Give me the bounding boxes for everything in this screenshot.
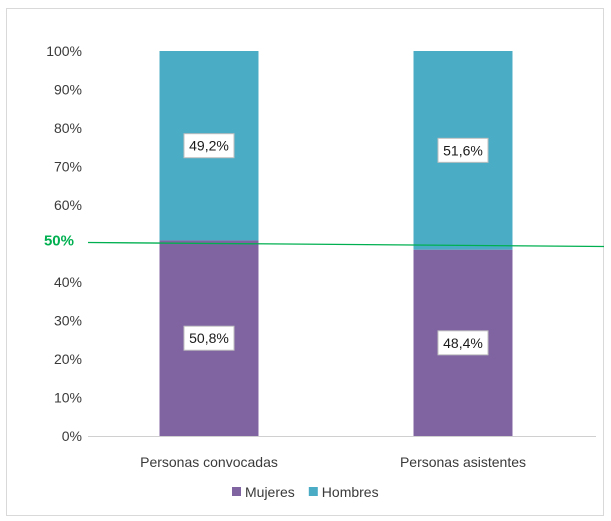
y-tick-label: 10% [54, 390, 82, 406]
data-label-box [437, 137, 489, 163]
data-label: 49,2% [189, 138, 229, 154]
y-tick-label: 70% [54, 159, 82, 175]
y-tick-label: 0% [62, 428, 82, 444]
data-label: 50,8% [189, 330, 229, 346]
legend-swatch-mujeres [232, 487, 241, 496]
bars [159, 51, 513, 436]
legend-label-mujeres: Mujeres [245, 484, 295, 500]
reference-line-label: 50% [44, 233, 74, 250]
data-label-box [183, 133, 235, 159]
data-label: 48,4% [443, 335, 483, 351]
x-category-label: Personas asistentes [400, 454, 526, 470]
y-tick-label: 60% [54, 197, 82, 213]
y-tick-label: 40% [54, 274, 82, 290]
y-axis: 0% 10% 20% 30% 40% 60% 70% 80% 90% 100% [46, 43, 82, 444]
data-labels: 50,8% 49,2% 48,4% 51,6% [183, 133, 489, 356]
y-tick-label: 100% [46, 43, 82, 59]
reference-line-group: 50% [44, 233, 605, 250]
legend: Mujeres Hombres [232, 484, 379, 500]
y-tick-label: 30% [54, 313, 82, 329]
legend-label-hombres: Hombres [322, 484, 379, 500]
y-tick-label: 20% [54, 351, 82, 367]
x-category-label: Personas convocadas [140, 454, 278, 470]
reference-line [87, 241, 605, 248]
data-label-box [183, 325, 235, 351]
data-label: 51,6% [443, 142, 483, 158]
y-tick-label: 90% [54, 82, 82, 98]
y-tick-label: 80% [54, 120, 82, 136]
x-axis-labels: Personas convocadas Personas asistentes [140, 454, 526, 470]
data-label-box [437, 330, 489, 356]
legend-swatch-hombres [308, 487, 318, 496]
